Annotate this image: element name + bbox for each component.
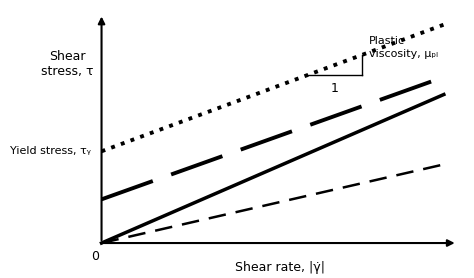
Text: Shear rate, |γ̇|: Shear rate, |γ̇| [235,260,325,274]
Text: 1: 1 [330,82,338,95]
Text: Shear
stress, τ: Shear stress, τ [41,50,93,78]
Text: 0: 0 [91,250,99,263]
Text: Yield stress, τᵧ: Yield stress, τᵧ [10,146,91,156]
Text: Plastic
viscosity, μₚₗ: Plastic viscosity, μₚₗ [368,36,438,59]
